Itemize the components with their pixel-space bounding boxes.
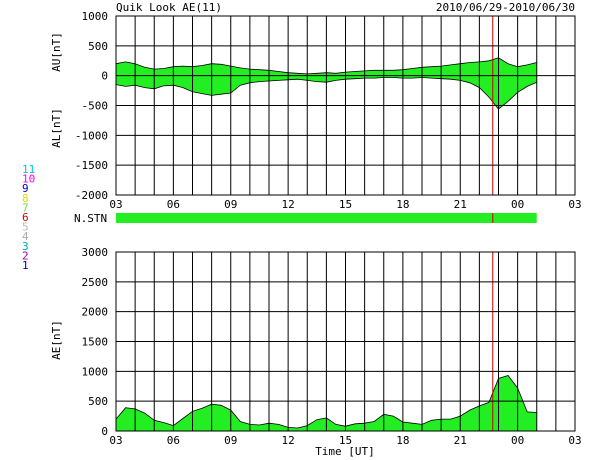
- ae-y-tick-label: 1000: [82, 365, 109, 378]
- au-al-frame: [115, 15, 576, 196]
- au-al-x-tick-label: 06: [167, 198, 180, 211]
- al-axis-label: AL[nT]: [50, 108, 63, 148]
- au-al-area: [116, 57, 537, 110]
- au-al-x-tick-label: 18: [396, 198, 409, 211]
- ae-grid: [115, 251, 576, 432]
- ae-x-tick-label: 21: [454, 434, 467, 447]
- station-legend-label: 7: [22, 201, 29, 214]
- au-al-x-ticks: 03 06 09 12 15 18 21 00 03: [109, 198, 581, 211]
- ae-x-tick-label: 03: [109, 434, 122, 447]
- station-legend-label: 3: [22, 240, 29, 253]
- station-legend-label: 5: [22, 221, 29, 234]
- au-axis-label: AU[nT]: [50, 32, 63, 72]
- ae-y-tick-label: 0: [101, 425, 108, 438]
- au-al-x-tick-label: 21: [454, 198, 467, 211]
- station-legend-label: 9: [22, 182, 29, 195]
- ae-x-tick-label: 09: [224, 434, 237, 447]
- ae-y-tick-label: 3000: [82, 246, 109, 259]
- au-al-x-tick-label: 12: [282, 198, 295, 211]
- au-al-y-tick-label: -1500: [75, 159, 108, 172]
- station-legend-label: 10: [22, 173, 35, 186]
- au-al-y-tick-label: -1000: [75, 129, 108, 142]
- date-range: 2010/06/29-2010/06/30: [436, 1, 575, 14]
- au-al-y-ticks: 1000 500 0 -500 -1000 -1500 -2000: [75, 10, 108, 202]
- ae-x-tick-label: 15: [339, 434, 352, 447]
- figure-title: Quik Look AE(11): [116, 1, 222, 14]
- ae-x-tick-label: 03: [568, 434, 581, 447]
- ae-area: [116, 375, 537, 431]
- ae-y-ticks: 3000 2500 2000 1500 1000 500 0: [82, 246, 109, 438]
- station-count-panel: N.STN: [74, 212, 537, 225]
- ae-y-tick-label: 2000: [82, 306, 109, 319]
- station-legend-label: 4: [22, 230, 29, 243]
- au-al-x-tick-label: 00: [511, 198, 524, 211]
- ae-axis-label: AE[nT]: [50, 320, 63, 360]
- ae-frame: [115, 251, 576, 432]
- au-al-y-tick-label: -500: [82, 100, 109, 113]
- au-al-y-tick-label: -2000: [75, 189, 108, 202]
- ae-x-tick-label: 18: [396, 434, 409, 447]
- au-al-y-tick-label: 1000: [82, 10, 109, 23]
- au-al-x-tick-label: 09: [224, 198, 237, 211]
- au-al-x-tick-label: 15: [339, 198, 352, 211]
- au-al-x-tick-label: 03: [109, 198, 122, 211]
- au-al-y-tick-label: 0: [101, 70, 108, 83]
- ae-y-tick-label: 2500: [82, 276, 109, 289]
- ae-x-tick-label: 00: [511, 434, 524, 447]
- time-axis-label: Time [UT]: [315, 445, 375, 458]
- station-count-bar: [116, 213, 537, 223]
- station-legend-label: 6: [22, 211, 29, 224]
- station-legend-label: 1: [22, 259, 29, 272]
- station-legend-label: 8: [22, 192, 29, 205]
- ae-y-tick-label: 1500: [82, 336, 109, 349]
- ae-x-tick-label: 06: [167, 434, 180, 447]
- au-al-grid: [115, 15, 576, 196]
- station-legend-label: 11: [22, 163, 35, 176]
- au-al-x-tick-label: 03: [568, 198, 581, 211]
- ae-x-tick-label: 12: [282, 434, 295, 447]
- ae-x-ticks: 03 06 09 12 15 18 21 00 03: [109, 434, 581, 447]
- station-legend-label: 2: [22, 249, 29, 262]
- ae-y-tick-label: 500: [88, 395, 108, 408]
- station-count-label: N.STN: [74, 212, 107, 225]
- au-al-panel: 1000 500 0 -500 -1000 -1500 -2000 03 06 09 12 15 18…: [50, 10, 582, 211]
- au-al-y-tick-label: 500: [88, 40, 108, 53]
